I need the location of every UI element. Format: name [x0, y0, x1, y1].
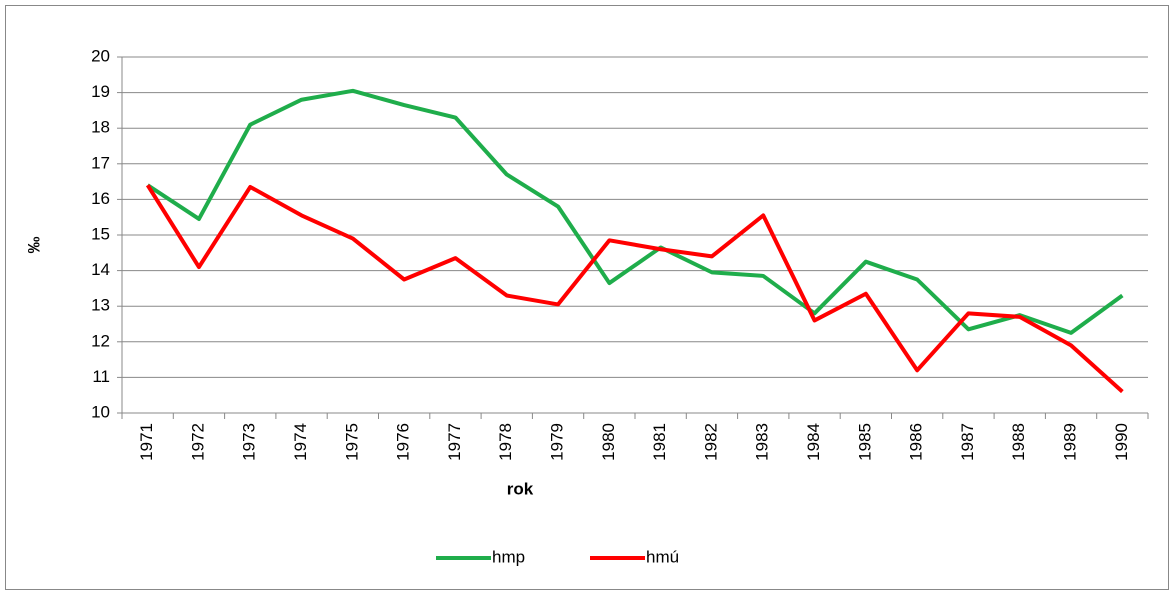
x-tick-label: 1982	[701, 423, 720, 461]
chart-border	[5, 5, 1169, 590]
x-tick-label: 1973	[240, 423, 259, 461]
x-tick-label: 1979	[548, 423, 567, 461]
y-tick-label: 10	[91, 402, 110, 421]
y-tick-label: 17	[91, 153, 110, 172]
legend-label: hmp	[492, 547, 525, 566]
x-tick-label: 1971	[137, 423, 156, 461]
y-tick-label: 20	[91, 46, 110, 65]
x-tick-label: 1987	[958, 423, 977, 461]
y-tick-label: 19	[91, 82, 110, 101]
x-tick-label: 1989	[1061, 423, 1080, 461]
x-tick-label: 1980	[599, 423, 618, 461]
line-series	[145, 184, 1124, 394]
x-tick-label: 1976	[394, 423, 413, 461]
x-tick-label: 1978	[496, 423, 515, 461]
y-tick-label: 12	[91, 331, 110, 350]
x-tick-label: 1983	[753, 423, 772, 461]
x-tick-label: 1986	[907, 423, 926, 461]
x-tick-label: 1990	[1112, 423, 1131, 461]
legend-label: hmú	[646, 547, 679, 566]
x-tick-label: 1985	[855, 423, 874, 461]
y-tick-label: 11	[92, 367, 110, 386]
x-tick-label: 1981	[650, 423, 669, 461]
y-tick-label: 16	[91, 189, 110, 208]
y-tick-label: 18	[91, 118, 110, 137]
x-tick-label: 1974	[291, 423, 310, 461]
y-tick-label: 14	[91, 260, 110, 279]
x-tick-label: 1988	[1009, 423, 1028, 461]
x-tick-label: 1977	[445, 423, 464, 461]
x-tick-label: 1972	[188, 423, 207, 461]
x-tick-label: 1975	[342, 423, 361, 461]
x-tick-label: 1984	[804, 423, 823, 461]
x-axis-label: rok	[507, 479, 534, 498]
y-axis-label: ‰	[24, 237, 43, 254]
y-tick-label: 15	[91, 224, 110, 243]
y-tick-label: 13	[91, 296, 110, 315]
